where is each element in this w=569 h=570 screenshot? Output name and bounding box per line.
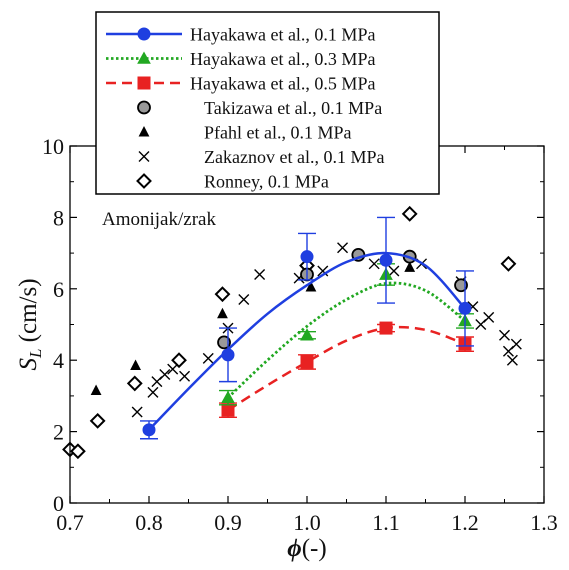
legend-box — [95, 11, 440, 195]
x-tick-label: 1.3 — [530, 510, 558, 535]
series-1 — [140, 216, 474, 440]
legend-label: Ronney, 0.1 MPa — [204, 172, 329, 192]
x-tick-label: 0.9 — [214, 510, 242, 535]
data-point — [458, 301, 472, 315]
data-point — [300, 328, 314, 341]
data-point — [221, 390, 235, 403]
data-point — [179, 370, 191, 382]
x-tick-label: 1.2 — [451, 510, 479, 535]
data-point — [305, 281, 317, 292]
data-point — [368, 258, 380, 270]
legend-label: Hayakawa et al., 0.1 MPa — [190, 25, 375, 45]
data-point — [142, 423, 156, 437]
legend-marker — [137, 76, 151, 90]
legend-marker — [137, 51, 151, 64]
y-tick-label: 10 — [42, 134, 64, 159]
data-point — [506, 354, 518, 366]
legend-label: Pfahl et al., 0.1 MPa — [204, 123, 351, 143]
data-point — [510, 338, 522, 350]
data-point — [379, 253, 393, 267]
y-tick-label: 4 — [53, 348, 64, 373]
data-point — [159, 368, 171, 380]
data-point — [454, 278, 468, 293]
data-point — [254, 269, 266, 281]
y-tick-label: 0 — [53, 491, 64, 516]
x-tick-label: 0.7 — [56, 510, 84, 535]
data-point — [167, 363, 179, 375]
data-point — [337, 242, 349, 254]
data-point — [388, 265, 400, 277]
data-point — [131, 406, 143, 418]
y-tick-label: 6 — [53, 277, 64, 302]
legend-marker — [137, 27, 151, 41]
data-point — [214, 286, 231, 303]
legend-marker — [138, 126, 150, 137]
data-point — [221, 403, 235, 417]
legend-entry-3: Hayakawa et al., 0.5 MPa — [106, 74, 375, 94]
data-point — [300, 250, 314, 264]
y-axis-label: SL (cm/s) — [15, 278, 45, 370]
legend-marker — [136, 173, 152, 189]
legend-entry-7: Ronney, 0.1 MPa — [136, 172, 329, 192]
data-point — [171, 352, 187, 369]
data-point — [238, 294, 250, 306]
data-point — [483, 311, 495, 323]
data-point — [379, 321, 393, 335]
data-point — [499, 329, 510, 341]
data-point — [130, 359, 141, 371]
x-tick-label: 1.0 — [293, 510, 321, 535]
series-5 — [90, 261, 416, 396]
data-point — [147, 386, 159, 398]
legend-entry-5: Pfahl et al., 0.1 MPa — [138, 123, 351, 143]
plot-area — [62, 205, 522, 460]
data-point — [202, 352, 214, 364]
data-point — [221, 348, 235, 362]
legend-label: Hayakawa et al., 0.5 MPa — [190, 74, 375, 94]
data-point — [500, 255, 517, 272]
data-point — [90, 384, 102, 396]
axes: 0.7 0.8 0.9 1.0 1.1 1.2 1.3 0 2 4 6 8 10 ϕ(-) SL (cm/s… — [15, 134, 558, 562]
x-tick-label: 1.1 — [372, 510, 400, 535]
x-axis-label: ϕ(-) — [287, 535, 326, 562]
legend-label: Takizawa et al., 0.1 MPa — [204, 98, 382, 118]
data-point — [300, 355, 314, 369]
legend-marker — [137, 100, 151, 115]
legend-entry-1: Hayakawa et al., 0.1 MPa — [106, 25, 375, 45]
annotation-label: Amonijak/zrak — [102, 209, 216, 230]
data-point — [89, 412, 106, 429]
data-point — [69, 443, 86, 460]
data-point — [401, 205, 418, 222]
data-point — [126, 375, 143, 392]
series-3 — [219, 321, 474, 419]
series-line — [148, 251, 466, 431]
data-point — [404, 261, 416, 272]
series-line — [227, 325, 466, 412]
legend-label: Zakaznov et al., 0.1 MPa — [204, 147, 384, 167]
y-tick-label: 2 — [53, 420, 64, 445]
y-tick-label: 8 — [53, 205, 64, 230]
legend-entry-2: Hayakawa et al., 0.3 MPa — [106, 49, 375, 69]
legend-label: Hayakawa et al., 0.3 MPa — [190, 49, 375, 69]
data-point — [217, 307, 228, 319]
legend-entry-4: Takizawa et al., 0.1 MPa — [137, 98, 382, 118]
x-tick-label: 0.8 — [135, 510, 163, 535]
legend-marker — [138, 151, 150, 162]
data-point — [217, 335, 231, 350]
legend-entry-6: Zakaznov et al., 0.1 MPa — [138, 147, 384, 167]
legend: Hayakawa et al., 0.1 MPa Hayakawa et al.,… — [95, 11, 440, 195]
